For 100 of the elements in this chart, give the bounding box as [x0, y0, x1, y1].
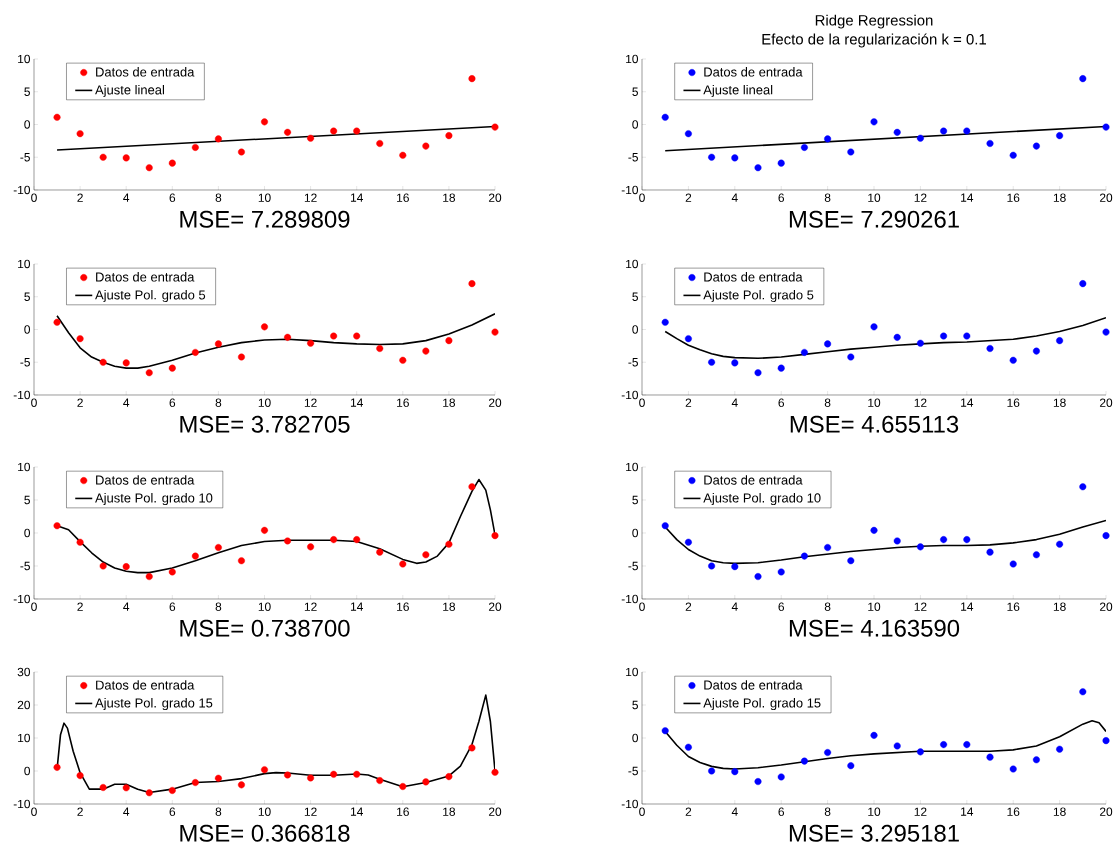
y-tick-label: -5 — [628, 561, 638, 571]
y-tick-label: -10 — [13, 185, 31, 195]
x-tick-label: 14 — [961, 602, 974, 611]
point — [468, 75, 476, 83]
point — [191, 779, 199, 787]
x-tick-label: 18 — [443, 193, 456, 202]
x-tick-label: 2 — [685, 807, 692, 816]
point — [76, 772, 84, 780]
legend-label: Datos de entrada — [704, 680, 803, 690]
point — [307, 134, 315, 142]
point — [777, 159, 785, 167]
x-tick-label: 6 — [169, 602, 176, 611]
point — [191, 143, 199, 151]
y-tick-label: 0 — [632, 528, 639, 538]
point — [731, 154, 739, 162]
point — [330, 332, 338, 340]
x-axis-title: MSE= 3.782705 — [180, 415, 350, 433]
point — [1102, 123, 1110, 131]
x-tick-label: 8 — [824, 398, 831, 407]
x-tick-label: 0 — [31, 602, 37, 611]
x-tick-label: 18 — [1053, 193, 1066, 202]
x-tick-label: 6 — [778, 398, 785, 407]
point — [916, 543, 924, 551]
point — [731, 359, 739, 367]
point — [708, 153, 716, 161]
point — [330, 770, 338, 778]
point — [847, 762, 855, 770]
point — [145, 164, 153, 172]
point — [940, 536, 948, 544]
point — [824, 749, 832, 757]
point — [847, 353, 855, 361]
point — [237, 781, 245, 789]
point — [1102, 328, 1110, 336]
point — [491, 532, 499, 540]
x-tick-label: 8 — [824, 193, 831, 202]
point — [145, 789, 153, 797]
x-tick-label: 6 — [169, 398, 176, 407]
y-tick-label: 0 — [24, 766, 31, 776]
x-tick-label: 10 — [258, 193, 271, 202]
x-axis-title: MSE= 3.295181 — [789, 824, 959, 842]
y-tick-label: -5 — [628, 358, 638, 367]
x-tick-label: 16 — [397, 807, 409, 816]
legend-label: Ajuste lineal — [703, 84, 773, 98]
x-tick-label: 8 — [215, 807, 222, 816]
x-tick-label: 4 — [731, 193, 738, 202]
point — [963, 332, 971, 340]
point — [1056, 745, 1064, 753]
x-tick-label: 2 — [685, 193, 692, 202]
point — [963, 536, 971, 544]
point — [754, 573, 762, 581]
point — [307, 339, 315, 347]
point — [353, 127, 361, 135]
point — [916, 748, 924, 756]
y-tick-label: 5 — [24, 292, 30, 301]
x-tick-label: 12 — [304, 602, 317, 611]
point — [777, 568, 785, 576]
point — [237, 148, 245, 156]
y-tick-label: 5 — [24, 495, 30, 505]
point — [1102, 737, 1110, 745]
y-tick-label: 5 — [632, 292, 638, 301]
y-tick-label: -10 — [13, 799, 31, 809]
x-tick-label: 0 — [639, 193, 645, 202]
point — [708, 767, 716, 775]
point — [468, 280, 476, 288]
point — [145, 369, 153, 377]
point — [168, 786, 176, 794]
point — [99, 358, 107, 366]
y-tick-label: -5 — [20, 358, 30, 367]
point — [491, 123, 499, 131]
point — [684, 130, 692, 138]
x-tick-label: 4 — [731, 398, 738, 407]
y-tick-label: 20 — [17, 700, 31, 710]
y-tick-label: 0 — [632, 325, 639, 334]
point — [1032, 551, 1040, 559]
point — [422, 347, 430, 355]
point — [399, 560, 407, 568]
point — [754, 778, 762, 786]
legend-label: Datos de entrada — [96, 272, 195, 282]
x-tick-label: 10 — [258, 602, 271, 611]
point — [261, 766, 268, 774]
point — [800, 143, 808, 151]
x-tick-label: 14 — [350, 807, 363, 816]
x-tick-label: 14 — [961, 398, 974, 407]
x-tick-label: 20 — [1099, 398, 1113, 407]
point — [491, 328, 499, 336]
y-tick-label: 0 — [24, 528, 31, 538]
x-tick-label: 2 — [77, 398, 83, 407]
x-tick-label: 16 — [1007, 193, 1020, 202]
point — [99, 562, 107, 570]
x-axis-title: MSE= 7.290261 — [789, 210, 959, 228]
point — [940, 127, 948, 135]
point — [893, 742, 901, 750]
x-tick-label: 2 — [77, 193, 83, 202]
point — [940, 741, 948, 749]
point — [307, 774, 315, 782]
point — [76, 130, 84, 138]
x-axis-title: MSE= 7.289809 — [180, 210, 350, 228]
y-tick-label: 5 — [632, 700, 638, 710]
point — [1009, 765, 1017, 773]
y-tick-label: 10 — [18, 733, 31, 743]
